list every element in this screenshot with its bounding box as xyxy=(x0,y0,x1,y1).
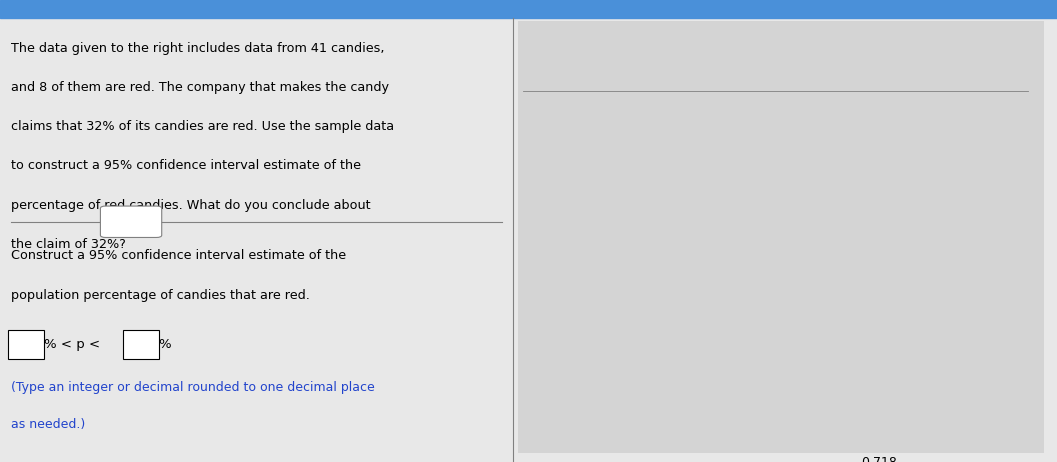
Text: population percentage of candies that are red.: population percentage of candies that ar… xyxy=(11,289,310,302)
Text: 0.854: 0.854 xyxy=(964,240,1000,253)
Text: □: □ xyxy=(1021,69,1031,79)
Text: 0.762: 0.762 xyxy=(654,384,690,397)
Text: 0.957: 0.957 xyxy=(861,384,897,397)
Text: 0.746: 0.746 xyxy=(552,132,588,145)
Text: 0.784: 0.784 xyxy=(861,132,897,145)
Text: 0.984: 0.984 xyxy=(654,420,690,433)
Text: 0.821: 0.821 xyxy=(964,96,1000,109)
Text: 0.813: 0.813 xyxy=(552,204,588,217)
Text: 0.963: 0.963 xyxy=(964,276,1000,289)
Text: Blue: Blue xyxy=(656,72,689,85)
Text: 0.744: 0.744 xyxy=(552,168,588,181)
Text: 0.942: 0.942 xyxy=(655,204,690,217)
Text: as needed.): as needed.) xyxy=(11,418,85,431)
Text: %: % xyxy=(159,338,171,351)
Text: 0.773: 0.773 xyxy=(861,204,897,217)
Text: 0.802: 0.802 xyxy=(654,240,690,253)
Text: claims that 32% of its candies are red. Use the sample data: claims that 32% of its candies are red. … xyxy=(11,120,393,133)
Text: 0.718: 0.718 xyxy=(861,456,897,462)
Text: 0.785: 0.785 xyxy=(758,276,794,289)
Text: 0.844: 0.844 xyxy=(758,132,794,145)
Text: 0.825: 0.825 xyxy=(861,168,897,181)
Text: Weights (g) of a Sample Bag of Candy: Weights (g) of a Sample Bag of Candy xyxy=(644,39,908,53)
Text: 0.957: 0.957 xyxy=(552,276,588,289)
Text: 0.967: 0.967 xyxy=(552,96,588,109)
Text: and 8 of them are red. The company that makes the candy: and 8 of them are red. The company that … xyxy=(11,81,389,94)
Text: 0.955: 0.955 xyxy=(654,96,690,109)
Text: 0.978: 0.978 xyxy=(758,204,794,217)
Text: Green: Green xyxy=(856,72,902,85)
Text: 0.893: 0.893 xyxy=(861,96,897,109)
Text: 0.899: 0.899 xyxy=(964,168,1000,181)
Text: percentage of red candies. What do you conclude about: percentage of red candies. What do you c… xyxy=(11,199,370,212)
Text: The data given to the right includes data from 41 candies,: The data given to the right includes dat… xyxy=(11,42,384,55)
Text: 0.919: 0.919 xyxy=(861,276,896,289)
Text: 0.804: 0.804 xyxy=(552,348,588,361)
Text: 0.842: 0.842 xyxy=(654,348,690,361)
Text: ...: ... xyxy=(126,217,136,227)
Text: 0.985: 0.985 xyxy=(552,312,588,325)
Text: Brown: Brown xyxy=(752,72,800,85)
Text: 0.822: 0.822 xyxy=(964,132,1000,145)
Text: 0.771: 0.771 xyxy=(654,168,690,181)
Text: 0.868: 0.868 xyxy=(758,168,794,181)
Text: ⋮: ⋮ xyxy=(516,399,531,414)
Text: 0.922: 0.922 xyxy=(964,204,1000,217)
Text: 0.734: 0.734 xyxy=(861,312,897,325)
Text: % < p <: % < p < xyxy=(44,338,100,351)
Text: 0.836: 0.836 xyxy=(861,420,897,433)
Text: 0.794: 0.794 xyxy=(654,312,690,325)
Text: 0.771: 0.771 xyxy=(552,240,588,253)
Text: 0.803: 0.803 xyxy=(654,276,690,289)
Text: Construct a 95% confidence interval estimate of the: Construct a 95% confidence interval esti… xyxy=(11,249,346,262)
Text: (Type an integer or decimal rounded to one decimal place: (Type an integer or decimal rounded to o… xyxy=(11,381,374,394)
Text: 0.742: 0.742 xyxy=(861,240,897,253)
Text: to construct a 95% confidence interval estimate of the: to construct a 95% confidence interval e… xyxy=(11,159,360,172)
Text: Red: Red xyxy=(555,72,583,85)
Text: 0.725: 0.725 xyxy=(758,240,794,253)
Text: Yellow: Yellow xyxy=(958,72,1006,85)
Text: the claim of 32%?: the claim of 32%? xyxy=(11,238,126,251)
Text: 0.974: 0.974 xyxy=(861,348,897,361)
Text: 0.795: 0.795 xyxy=(758,96,794,109)
Text: 0.725: 0.725 xyxy=(654,132,690,145)
